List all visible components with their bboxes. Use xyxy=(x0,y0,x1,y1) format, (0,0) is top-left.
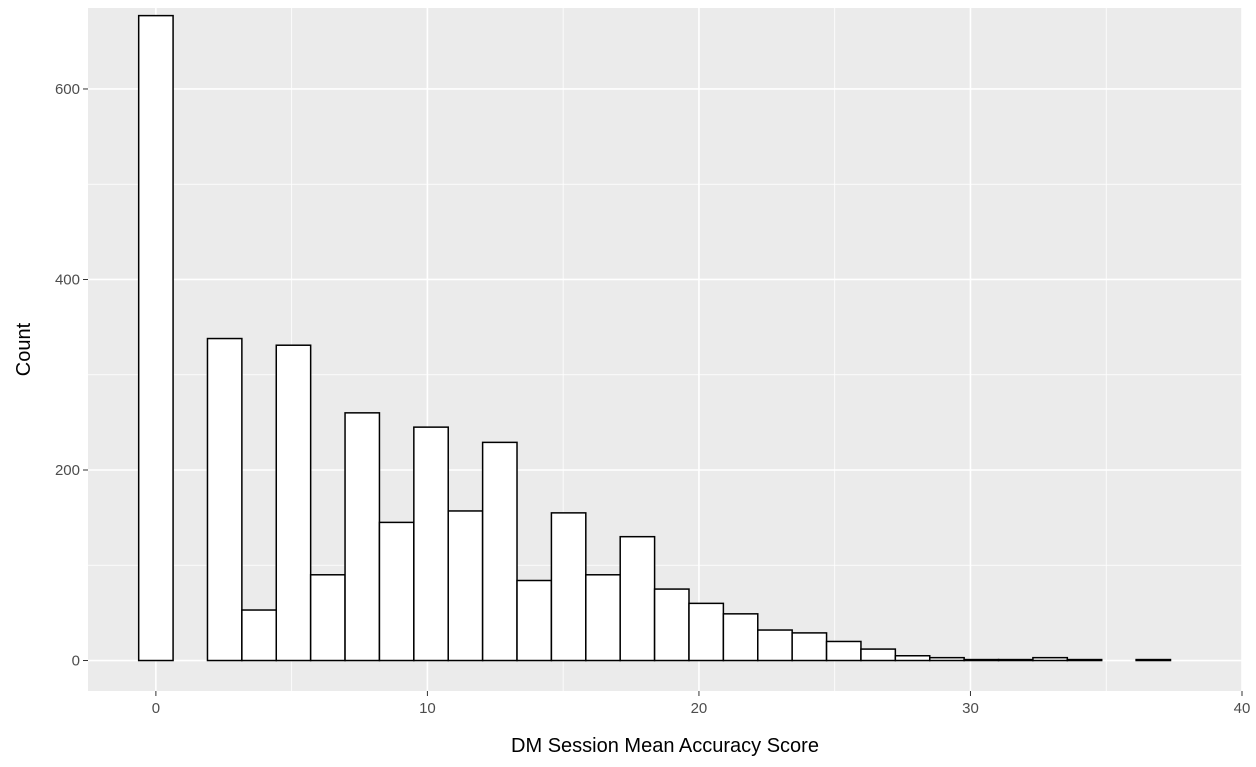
y-tick-label: 400 xyxy=(55,271,80,288)
histogram-bar xyxy=(894,655,931,662)
histogram-bar xyxy=(860,648,897,662)
histogram-bar xyxy=(275,344,312,662)
x-axis-title: DM Session Mean Accuracy Score xyxy=(511,735,819,757)
histogram-bar xyxy=(378,521,415,662)
histogram-bar xyxy=(619,535,656,662)
histogram-bar xyxy=(481,441,518,662)
histogram-bar xyxy=(653,588,690,662)
histogram-bar xyxy=(550,512,587,662)
histogram-bar xyxy=(1032,656,1069,662)
x-tick-label: 0 xyxy=(152,700,160,717)
y-axis-title: Count xyxy=(13,322,35,376)
histogram-bar xyxy=(344,412,381,662)
histogram-bar xyxy=(1135,658,1172,662)
histogram-bar xyxy=(722,613,759,662)
x-tick-label: 20 xyxy=(691,700,708,717)
histogram-bar xyxy=(137,14,174,662)
histogram-bar xyxy=(241,609,278,662)
x-tick-label: 10 xyxy=(419,700,436,717)
histogram-bar xyxy=(757,629,793,662)
x-tick-label: 30 xyxy=(962,700,979,717)
y-tick-label: 200 xyxy=(55,462,80,479)
histogram-bar xyxy=(1066,658,1103,662)
histogram-bar xyxy=(997,658,1034,662)
y-tick-label: 600 xyxy=(55,81,80,98)
histogram-bar xyxy=(206,337,243,662)
histogram-bar xyxy=(688,602,725,662)
histogram-bar xyxy=(825,640,862,662)
histogram-bar xyxy=(516,579,553,662)
histogram-bar xyxy=(585,574,621,662)
histogram-bar xyxy=(309,574,346,662)
histogram-bar xyxy=(791,632,828,662)
histogram-bar xyxy=(928,656,965,662)
y-tick-label: 0 xyxy=(72,653,80,670)
histogram-bar xyxy=(413,426,449,662)
histogram-bar xyxy=(447,510,484,662)
x-tick-label: 40 xyxy=(1234,700,1251,717)
histogram-bars xyxy=(137,14,1172,662)
histogram-bar xyxy=(963,658,1000,662)
